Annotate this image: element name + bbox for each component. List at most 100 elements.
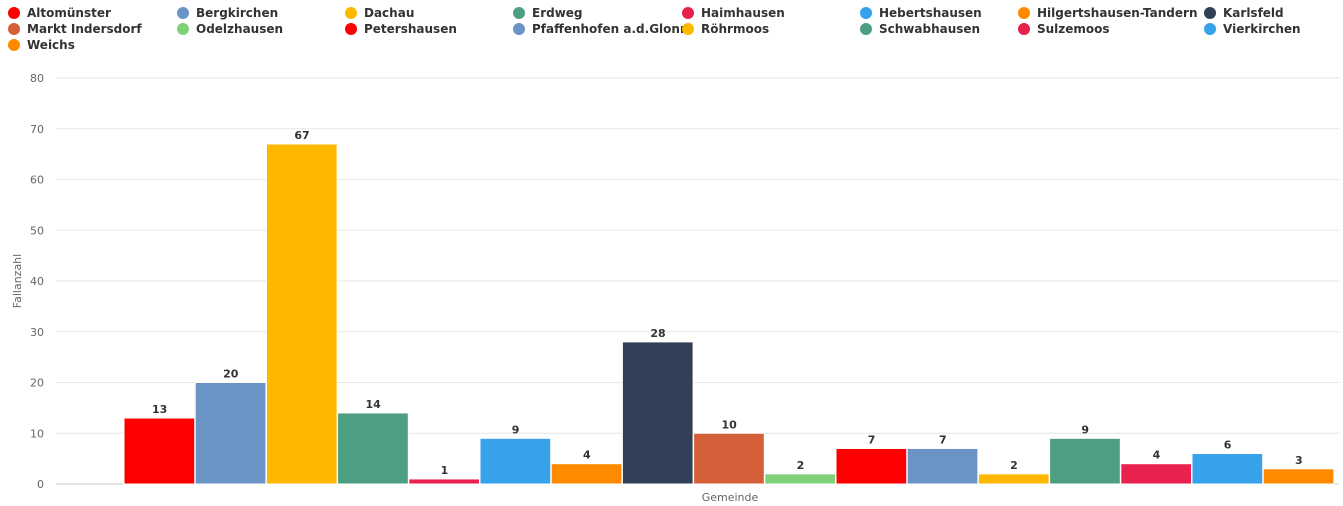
legend-label: Bergkirchen: [196, 6, 279, 20]
data-label: 13: [152, 403, 167, 416]
legend-item[interactable]: Petershausen: [345, 21, 457, 37]
legend-label: Markt Indersdorf: [27, 22, 142, 36]
legend-item[interactable]: Markt Indersdorf: [8, 21, 142, 37]
y-axis-ticks: 0 10 20 30 40 50 60 70 80: [30, 72, 44, 491]
data-label: 14: [366, 398, 382, 411]
data-label: 20: [223, 368, 239, 381]
bar-petershausen[interactable]: [835, 447, 908, 485]
legend-label: Schwabhausen: [879, 22, 981, 36]
data-label: 1: [441, 464, 449, 477]
bar-karlsfeld[interactable]: [621, 341, 694, 485]
y-tick-label: 40: [30, 275, 44, 288]
data-labels: 13 20 67 14 1 9 4 28 10 2 7 7 2 9 4 6 3: [152, 129, 1303, 477]
legend-item[interactable]: Odelzhausen: [177, 21, 283, 37]
legend-item[interactable]: Altomünster: [8, 5, 111, 21]
bar-erdweg[interactable]: [337, 412, 409, 485]
bar-haimhausen[interactable]: [408, 478, 480, 485]
data-label: 2: [797, 459, 805, 472]
legend-label: Karlsfeld: [1223, 6, 1284, 20]
data-label: 10: [722, 418, 738, 431]
legend-item[interactable]: Schwabhausen: [860, 21, 980, 37]
y-tick-label: 10: [30, 427, 44, 440]
legend-item[interactable]: Pfaffenhofen a.d.Glonn: [513, 21, 688, 37]
legend-item[interactable]: Karlsfeld: [1204, 5, 1284, 21]
data-label: 6: [1224, 439, 1232, 452]
legend-marker-icon: [177, 7, 189, 19]
legend-label: Sulzemoos: [1037, 22, 1110, 36]
bar-hilgertshausen-tandern[interactable]: [550, 463, 623, 485]
legend-label: Pfaffenhofen a.d.Glonn: [532, 22, 689, 36]
legend-label: Vierkirchen: [1223, 22, 1301, 36]
legend-label: Petershausen: [364, 22, 457, 36]
y-tick-label: 80: [30, 72, 44, 85]
legend-item[interactable]: Sulzemoos: [1018, 21, 1110, 37]
legend-item[interactable]: Röhrmoos: [682, 21, 769, 37]
legend-item[interactable]: Vierkirchen: [1204, 21, 1301, 37]
bar-vierkirchen[interactable]: [1191, 453, 1264, 485]
legend-item[interactable]: Bergkirchen: [177, 5, 278, 21]
data-label: 7: [868, 433, 876, 446]
legend-marker-icon: [1204, 23, 1216, 35]
data-label: 7: [939, 433, 947, 446]
legend-marker-icon: [682, 23, 694, 35]
legend-marker-icon: [8, 7, 20, 19]
legend-marker-icon: [1204, 7, 1216, 19]
y-tick-label: 20: [30, 377, 44, 390]
legend-marker-icon: [8, 39, 20, 51]
legend-item[interactable]: Weichs: [8, 37, 75, 53]
y-axis-title: Fallanzahl: [11, 254, 24, 308]
bar-odelzhausen[interactable]: [764, 473, 836, 485]
legend-item[interactable]: Hilgertshausen-Tandern: [1018, 5, 1198, 21]
legend-marker-icon: [513, 7, 525, 19]
legend-label: Altomünster: [27, 6, 111, 20]
legend-marker-icon: [860, 7, 872, 19]
legend-label: Erdweg: [532, 6, 583, 20]
legend-marker-icon: [1018, 7, 1030, 19]
bar-r-hrmoos[interactable]: [977, 473, 1050, 485]
data-label: 9: [1081, 423, 1089, 436]
legend-item[interactable]: Hebertshausen: [860, 5, 982, 21]
data-label: 28: [650, 327, 665, 340]
legend-marker-icon: [860, 23, 872, 35]
data-label: 4: [1153, 449, 1161, 462]
legend-item[interactable]: Haimhausen: [682, 5, 785, 21]
legend-label: Haimhausen: [701, 6, 785, 20]
bar-markt-indersdorf[interactable]: [693, 432, 765, 485]
y-tick-label: 70: [30, 123, 44, 136]
bars: [123, 143, 1335, 485]
legend-label: Weichs: [27, 38, 75, 52]
bar-altom-nster[interactable]: [123, 417, 196, 485]
legend-marker-icon: [177, 23, 189, 35]
legend-marker-icon: [345, 7, 357, 19]
bar-schwabhausen[interactable]: [1049, 437, 1121, 485]
y-tick-label: 60: [30, 174, 44, 187]
data-label: 4: [583, 449, 591, 462]
data-label: 3: [1295, 454, 1303, 467]
bar-weichs[interactable]: [1262, 468, 1335, 485]
legend-label: Hilgertshausen-Tandern: [1037, 6, 1198, 20]
bar-hebertshausen[interactable]: [479, 437, 552, 485]
data-label: 2: [1010, 459, 1018, 472]
bar-sulzemoos[interactable]: [1120, 463, 1193, 485]
legend-marker-icon: [682, 7, 694, 19]
x-axis-title: Gemeinde: [702, 491, 759, 504]
legend-label: Röhrmoos: [701, 22, 770, 36]
legend-label: Dachau: [364, 6, 415, 20]
legend-label: Hebertshausen: [879, 6, 982, 20]
legend-item[interactable]: Erdweg: [513, 5, 583, 21]
y-tick-label: 0: [37, 478, 44, 491]
bar-bergkirchen[interactable]: [194, 382, 267, 485]
data-label: 67: [294, 129, 309, 142]
legend-marker-icon: [1018, 23, 1030, 35]
legend-marker-icon: [345, 23, 357, 35]
legend-marker-icon: [8, 23, 20, 35]
bar-dachau[interactable]: [265, 143, 338, 485]
legend-label: Odelzhausen: [196, 22, 284, 36]
legend-marker-icon: [513, 23, 525, 35]
bar-pfaffenhofen-a-d-glonn[interactable]: [906, 447, 979, 485]
y-tick-label: 30: [30, 326, 44, 339]
y-tick-label: 50: [30, 224, 44, 237]
data-label: 9: [512, 423, 520, 436]
legend-item[interactable]: Dachau: [345, 5, 414, 21]
